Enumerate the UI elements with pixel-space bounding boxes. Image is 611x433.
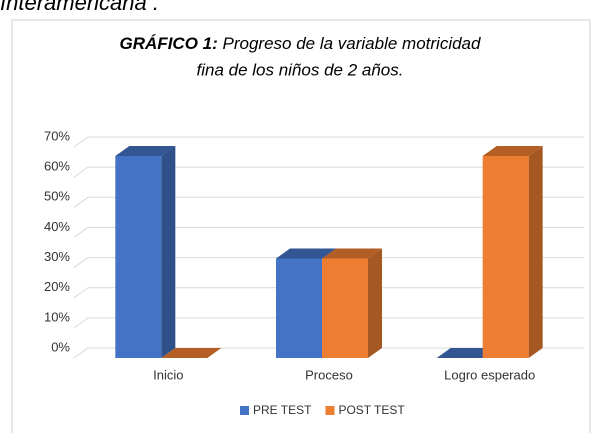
chart-title: GRÁFICO 1: Progreso de la variable motri… xyxy=(120,34,481,53)
y-tick-label: 0% xyxy=(51,339,70,354)
x-tick-label: Proceso xyxy=(305,367,353,382)
header-text: Interamericana . xyxy=(0,0,159,15)
grid-line xyxy=(73,136,584,148)
bar xyxy=(436,348,497,358)
y-tick-label: 30% xyxy=(44,249,70,264)
bar-face xyxy=(161,146,176,358)
grid-line xyxy=(73,257,584,268)
bar xyxy=(115,146,176,358)
bar-face xyxy=(322,258,368,358)
x-tick-label: Logro esperado xyxy=(444,367,535,382)
legend-swatch xyxy=(240,406,249,415)
grid-line xyxy=(73,226,584,238)
legend-label: POST TEST xyxy=(338,403,405,417)
bar-face xyxy=(482,146,543,157)
bar-face xyxy=(276,248,336,259)
bar xyxy=(322,248,382,358)
y-tick-label: 50% xyxy=(44,189,70,204)
bar-face xyxy=(322,248,382,259)
bar-face xyxy=(368,248,382,358)
bar-face xyxy=(115,156,162,358)
y-tick-label: 20% xyxy=(44,279,70,294)
bar xyxy=(482,146,543,358)
x-tick-label: Inicio xyxy=(153,367,183,382)
grid-line xyxy=(73,166,584,178)
y-tick-label: 60% xyxy=(44,159,70,174)
y-tick-label: 10% xyxy=(44,309,70,324)
bar xyxy=(161,348,222,358)
title-line: Progreso de la variable motricidad xyxy=(223,34,482,53)
legend-label: PRE TEST xyxy=(253,403,312,417)
grid-line xyxy=(73,287,584,299)
title-label: GRÁFICO 1: xyxy=(120,34,218,53)
title-line: fina de los niños de 2 años. xyxy=(197,60,404,79)
bar-face xyxy=(161,348,222,358)
y-tick-label: 70% xyxy=(44,128,70,143)
bar-face xyxy=(528,146,543,358)
grid-line xyxy=(73,317,584,329)
bar-face xyxy=(482,156,529,358)
y-tick-label: 40% xyxy=(44,219,70,234)
grid-line xyxy=(73,196,584,208)
legend-swatch xyxy=(325,406,335,415)
bar-face xyxy=(276,258,322,358)
bar-face xyxy=(436,348,497,358)
bar-face xyxy=(115,146,176,157)
grid-line xyxy=(73,347,584,359)
